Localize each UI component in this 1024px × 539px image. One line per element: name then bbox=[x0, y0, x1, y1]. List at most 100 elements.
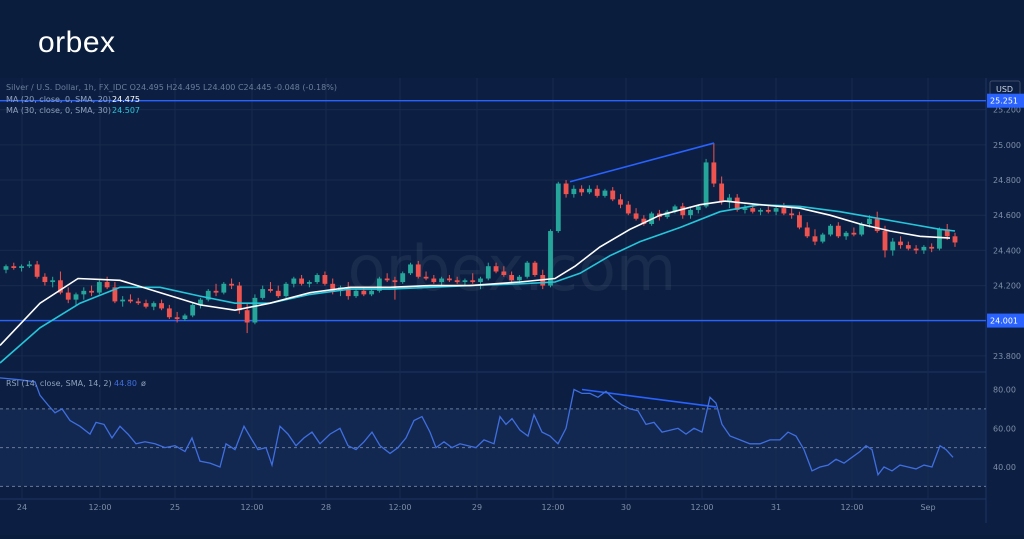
candle-body bbox=[392, 280, 398, 283]
rsi-tick-label: 40.00 bbox=[993, 463, 1016, 472]
candle-body bbox=[773, 208, 779, 212]
candle-body bbox=[73, 294, 79, 300]
candle-body bbox=[937, 229, 942, 249]
candle-body bbox=[361, 290, 367, 295]
currency-label: USD bbox=[996, 85, 1013, 94]
candle-body bbox=[478, 278, 483, 283]
candle-body bbox=[221, 283, 227, 293]
candle-body bbox=[867, 218, 872, 224]
candle-body bbox=[563, 183, 569, 195]
time-tick-label: 31 bbox=[771, 503, 781, 512]
candle-body bbox=[112, 287, 118, 302]
candle-body bbox=[182, 315, 188, 319]
ma30-line bbox=[0, 203, 956, 364]
candle-body bbox=[532, 262, 538, 276]
candle-body bbox=[446, 278, 452, 281]
candle-body bbox=[376, 278, 382, 291]
candle-body bbox=[781, 208, 787, 214]
candle-body bbox=[190, 304, 196, 316]
time-tick-label: 12:00 bbox=[541, 503, 564, 512]
chart-canvas[interactable]: 25.200 25.000 24.800 24.600 24.400 24.200 24.0… bbox=[0, 78, 1024, 535]
time-tick-label: 29 bbox=[472, 503, 482, 512]
candle-body bbox=[415, 264, 421, 277]
rsi-tick-label: 60.00 bbox=[993, 424, 1016, 433]
candle-body bbox=[828, 225, 833, 235]
candle-body bbox=[548, 231, 553, 286]
rsi-line bbox=[0, 377, 954, 477]
candle-body bbox=[711, 162, 717, 184]
candle-body bbox=[921, 246, 927, 251]
candle-body bbox=[229, 283, 234, 286]
candle-body bbox=[874, 218, 880, 232]
candle-body bbox=[135, 301, 141, 304]
candle-body bbox=[470, 280, 476, 283]
candle-body bbox=[555, 183, 561, 232]
candle-body bbox=[120, 299, 126, 302]
candle-body bbox=[151, 303, 157, 307]
ma-legend-value: 24.475 bbox=[112, 95, 140, 104]
candle-body bbox=[34, 264, 40, 277]
candle-body bbox=[244, 310, 250, 323]
candle-body bbox=[688, 209, 693, 216]
candle-body bbox=[859, 224, 865, 235]
candle-body bbox=[159, 303, 164, 309]
candle-body bbox=[797, 215, 802, 228]
candle-body bbox=[400, 273, 406, 283]
candle-body bbox=[851, 232, 857, 235]
candle-body bbox=[664, 211, 670, 217]
candle-body bbox=[275, 290, 281, 297]
candle-body bbox=[166, 308, 172, 318]
candle-body bbox=[260, 289, 266, 298]
candle-body bbox=[283, 283, 289, 297]
candle-body bbox=[314, 275, 320, 283]
candle-body bbox=[104, 282, 110, 288]
candle-body bbox=[213, 290, 219, 293]
candle-body bbox=[516, 276, 522, 281]
symbol-title: Silver / U.S. Dollar, 1h, FX_IDC O24.495… bbox=[6, 83, 337, 92]
candle-body bbox=[843, 232, 849, 237]
level-price-tag bbox=[987, 93, 1024, 108]
candle-body bbox=[501, 271, 507, 276]
candle-body bbox=[205, 290, 211, 300]
candle-body bbox=[765, 209, 771, 212]
candle-body bbox=[42, 276, 48, 283]
candle-body bbox=[905, 245, 911, 249]
ma20-line bbox=[0, 200, 951, 346]
candle-body bbox=[890, 241, 896, 251]
time-tick-label: 12:00 bbox=[840, 503, 863, 512]
candle-body bbox=[820, 234, 826, 242]
trendline bbox=[569, 142, 715, 183]
candle-body bbox=[369, 290, 375, 295]
candle-body bbox=[750, 208, 756, 212]
candle-body bbox=[19, 266, 24, 268]
candle-body bbox=[50, 280, 56, 283]
candle-body bbox=[462, 280, 468, 283]
candle-body bbox=[680, 206, 686, 216]
candle-body bbox=[571, 188, 577, 195]
brand-logo: orbex bbox=[38, 26, 116, 59]
time-tick-label: 12:00 bbox=[388, 503, 411, 512]
candle-body bbox=[913, 248, 919, 251]
rsi-legend-suffix: ø bbox=[141, 379, 146, 388]
candle-body bbox=[602, 190, 608, 196]
candle-body bbox=[789, 213, 795, 216]
candle-body bbox=[454, 280, 460, 283]
candle-body bbox=[672, 206, 678, 212]
candle-body bbox=[174, 317, 180, 319]
candle-body bbox=[898, 241, 903, 246]
candle-body bbox=[3, 266, 9, 270]
candle-body bbox=[812, 236, 818, 242]
candle-body bbox=[952, 236, 958, 243]
candle-body bbox=[703, 162, 709, 207]
candle-body bbox=[96, 282, 102, 293]
time-tick-label: 12:00 bbox=[240, 503, 263, 512]
level-price-tag bbox=[987, 313, 1024, 328]
candle-body bbox=[408, 264, 413, 274]
candle-body bbox=[291, 278, 297, 284]
chart-frame: 25.200 25.000 24.800 24.600 24.400 24.200 24.0… bbox=[0, 78, 1024, 535]
candle-body bbox=[143, 303, 149, 307]
candle-body bbox=[322, 275, 328, 284]
candle-body bbox=[594, 188, 600, 196]
candle-body bbox=[128, 299, 133, 302]
price-tick-label: 24.400 bbox=[993, 246, 1021, 255]
